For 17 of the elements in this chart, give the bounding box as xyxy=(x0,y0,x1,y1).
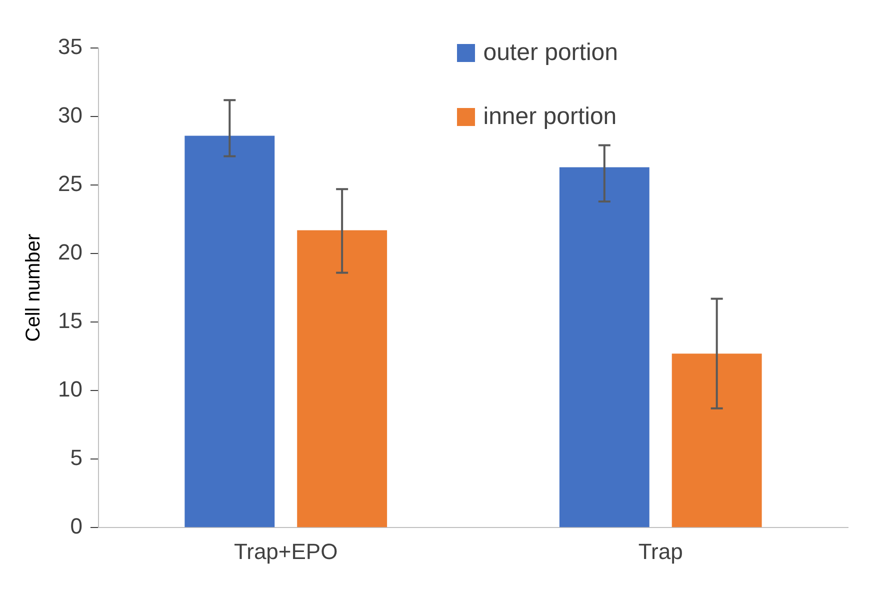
legend-label: inner portion xyxy=(483,103,617,131)
x-tick-label: Trap xyxy=(638,538,683,564)
bar xyxy=(672,354,762,528)
y-tick-label: 15 xyxy=(58,308,82,334)
bar xyxy=(559,167,650,528)
y-tick-label: 0 xyxy=(70,514,82,539)
y-tick-label: 20 xyxy=(58,240,82,265)
y-tick-label: 5 xyxy=(70,445,82,470)
y-axis-title: Cell number xyxy=(22,234,45,342)
y-tick-label: 25 xyxy=(58,171,82,196)
bar xyxy=(297,230,388,528)
y-tick-label: 35 xyxy=(58,34,82,60)
x-tick-label: Trap+EPO xyxy=(234,538,338,564)
legend-label: outer portion xyxy=(483,39,618,67)
bar xyxy=(184,136,275,528)
y-tick-label: 30 xyxy=(58,102,82,128)
y-tick-label: 10 xyxy=(58,376,82,402)
